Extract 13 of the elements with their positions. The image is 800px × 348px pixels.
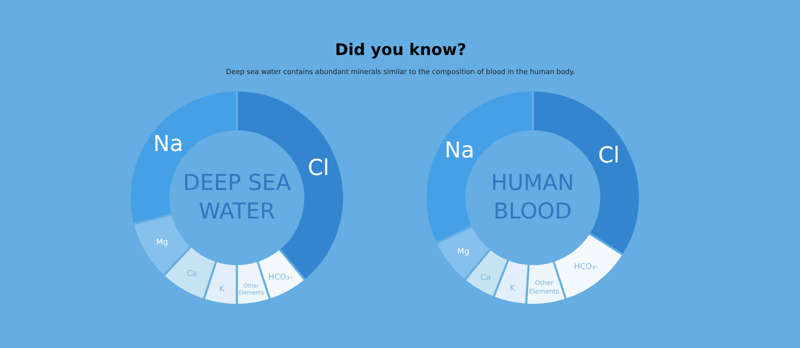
slice-label: Cl bbox=[308, 156, 330, 181]
slice-label: Mg bbox=[457, 247, 470, 256]
slice-label: Mg bbox=[156, 237, 168, 246]
text: Did you know? bbox=[335, 40, 466, 59]
slice-label: Ca bbox=[480, 272, 491, 282]
slice-label: HCO₃- bbox=[268, 272, 292, 282]
slice-label: Cl bbox=[598, 143, 620, 168]
slice-label: Ca bbox=[186, 268, 198, 278]
slice-label: K bbox=[510, 284, 516, 293]
slice-label: K bbox=[219, 284, 226, 294]
slice-label: HCO₃- bbox=[574, 262, 598, 271]
slice-label: Na bbox=[444, 138, 474, 164]
slice-label: Na bbox=[153, 132, 184, 157]
